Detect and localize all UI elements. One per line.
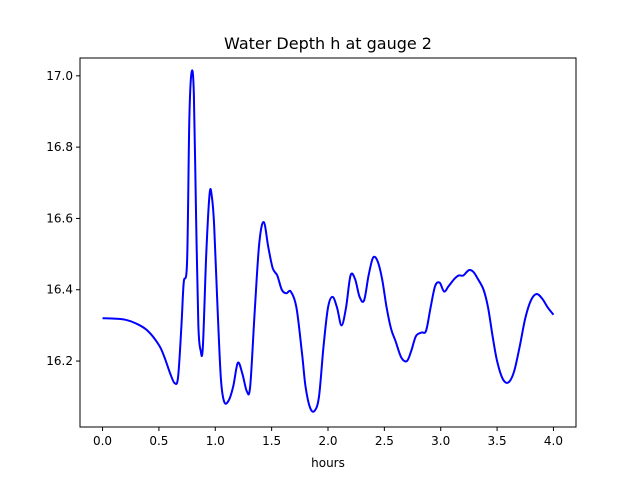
x-axis-label: hours [311,456,345,470]
series-line [102,69,555,413]
x-tick-label: 2.0 [318,434,337,448]
y-tick-label: 16.4 [46,283,73,297]
x-tick-label: 1.5 [262,434,281,448]
x-tick-label: 0.5 [149,434,168,448]
x-axis-ticks: 0.0 0.5 1.0 1.5 2.0 2.5 3.0 3.5 4.0 [93,427,563,448]
x-tick-label: 3.0 [431,434,450,448]
x-tick-label: 2.5 [375,434,394,448]
y-tick-label: 16.8 [46,140,73,154]
plot-layer [102,69,555,413]
x-tick-label: 0.0 [93,434,112,448]
plot-frame [79,57,577,428]
y-tick-label: 16.6 [46,211,73,225]
x-tick-label: 1.0 [206,434,225,448]
y-tick-label: 16.2 [46,354,73,368]
x-tick-label: 3.5 [488,434,507,448]
y-axis-ticks: 16.2 16.4 16.6 16.8 17.0 [46,69,80,368]
chart-title: Water Depth h at gauge 2 [224,34,432,53]
y-tick-label: 17.0 [46,69,73,83]
x-tick-label: 4.0 [544,434,563,448]
